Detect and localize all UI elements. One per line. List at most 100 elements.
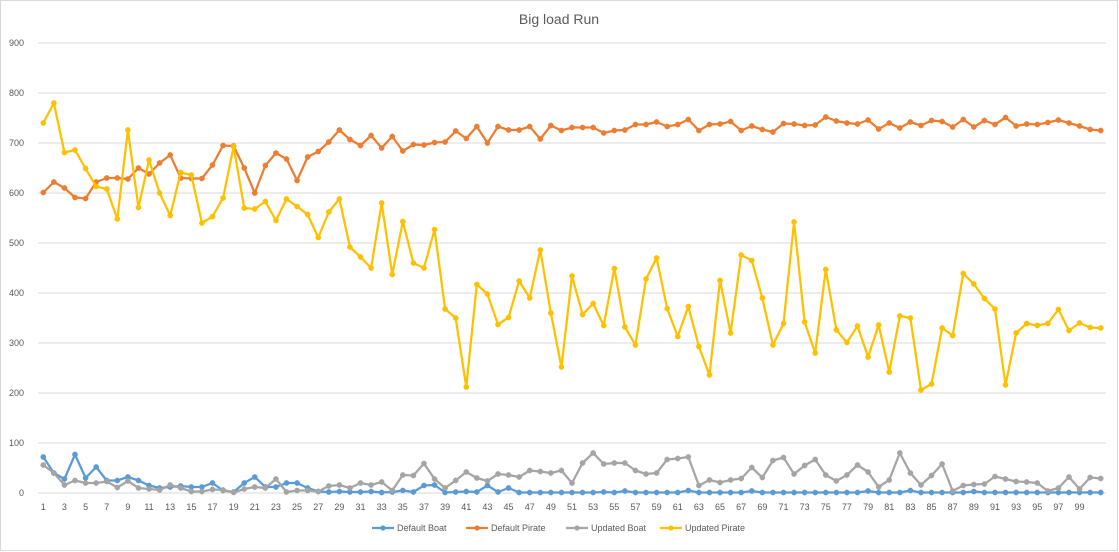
data-point bbox=[495, 321, 501, 328]
data-point bbox=[611, 265, 618, 272]
data-point bbox=[949, 332, 956, 339]
x-tick-label: 69 bbox=[757, 502, 767, 512]
x-tick-label: 51 bbox=[567, 502, 577, 512]
data-point bbox=[875, 322, 882, 328]
data-point bbox=[325, 209, 332, 215]
x-tick-label: 7 bbox=[104, 502, 109, 512]
data-point bbox=[622, 460, 628, 466]
data-point bbox=[421, 142, 427, 148]
data-point bbox=[896, 125, 903, 131]
data-point bbox=[791, 489, 797, 496]
legend-item: Default Pirate bbox=[466, 523, 546, 533]
data-point bbox=[452, 315, 459, 321]
data-point bbox=[907, 315, 914, 321]
data-point bbox=[865, 117, 871, 123]
data-point bbox=[569, 480, 575, 486]
data-point bbox=[93, 464, 100, 470]
series-updated-pirate bbox=[40, 100, 1104, 393]
data-point bbox=[209, 486, 216, 493]
data-point bbox=[505, 485, 512, 491]
data-point bbox=[51, 100, 57, 106]
data-point bbox=[981, 117, 988, 124]
data-point bbox=[812, 350, 819, 356]
data-point bbox=[685, 116, 692, 123]
data-point bbox=[135, 165, 142, 171]
data-point bbox=[801, 319, 808, 325]
data-point bbox=[960, 270, 967, 277]
legend-swatch-marker bbox=[574, 525, 580, 531]
data-point bbox=[854, 489, 861, 496]
data-point bbox=[463, 384, 470, 390]
data-point bbox=[40, 454, 47, 460]
data-point bbox=[177, 485, 184, 491]
data-point bbox=[643, 471, 649, 477]
data-point bbox=[579, 311, 586, 318]
data-point bbox=[347, 244, 353, 250]
data-point bbox=[992, 121, 998, 128]
data-point bbox=[241, 486, 248, 492]
data-point bbox=[1034, 480, 1041, 486]
data-point bbox=[886, 120, 893, 126]
x-tick-label: 93 bbox=[1011, 502, 1021, 512]
data-point bbox=[1097, 489, 1104, 496]
data-point bbox=[727, 477, 734, 483]
data-point bbox=[960, 482, 967, 489]
data-point bbox=[896, 313, 903, 319]
data-point bbox=[918, 482, 924, 488]
data-point bbox=[886, 489, 893, 496]
data-point bbox=[61, 482, 68, 488]
data-point bbox=[822, 266, 829, 273]
data-point bbox=[812, 456, 819, 463]
data-point bbox=[1066, 489, 1072, 496]
data-point bbox=[748, 464, 755, 471]
data-point bbox=[452, 477, 459, 484]
legend-swatch-marker bbox=[668, 525, 674, 531]
data-point bbox=[812, 122, 819, 128]
y-tick-label: 600 bbox=[9, 188, 24, 198]
data-point bbox=[72, 147, 78, 153]
data-point bbox=[696, 489, 702, 496]
data-point bbox=[822, 472, 829, 478]
x-tick-label: 37 bbox=[419, 502, 429, 512]
data-point bbox=[241, 480, 248, 486]
data-point bbox=[548, 489, 554, 496]
x-tick-label: 99 bbox=[1075, 502, 1085, 512]
data-point bbox=[188, 488, 195, 495]
data-point bbox=[981, 295, 988, 302]
data-point bbox=[696, 482, 702, 489]
data-point bbox=[156, 190, 163, 196]
data-point bbox=[315, 148, 322, 155]
data-point bbox=[199, 220, 205, 226]
data-point bbox=[1034, 121, 1041, 128]
data-point bbox=[643, 121, 649, 128]
data-point bbox=[357, 489, 364, 495]
data-point bbox=[1097, 475, 1104, 482]
x-tick-label: 71 bbox=[778, 502, 788, 512]
data-point bbox=[1087, 324, 1093, 331]
data-point bbox=[156, 160, 163, 166]
x-tick-label: 13 bbox=[165, 502, 175, 512]
data-point bbox=[304, 154, 311, 160]
data-point bbox=[294, 487, 300, 494]
data-point bbox=[410, 489, 417, 495]
data-point bbox=[548, 310, 554, 316]
data-point bbox=[1013, 330, 1019, 336]
data-point bbox=[759, 295, 766, 301]
data-point bbox=[1076, 486, 1083, 492]
data-point bbox=[854, 462, 861, 468]
legend-label: Default Pirate bbox=[491, 523, 546, 533]
data-point bbox=[590, 124, 597, 131]
data-point bbox=[273, 217, 279, 224]
data-point bbox=[72, 451, 78, 458]
y-tick-label: 500 bbox=[9, 238, 24, 248]
data-point bbox=[600, 322, 607, 329]
data-point bbox=[199, 175, 205, 182]
x-tick-label: 45 bbox=[504, 502, 514, 512]
y-tick-label: 400 bbox=[9, 288, 24, 298]
x-tick-label: 33 bbox=[377, 502, 387, 512]
data-point bbox=[696, 127, 702, 134]
x-tick-label: 27 bbox=[313, 502, 323, 512]
data-point bbox=[82, 475, 89, 481]
y-tick-label: 0 bbox=[19, 488, 24, 498]
data-point bbox=[738, 127, 745, 134]
